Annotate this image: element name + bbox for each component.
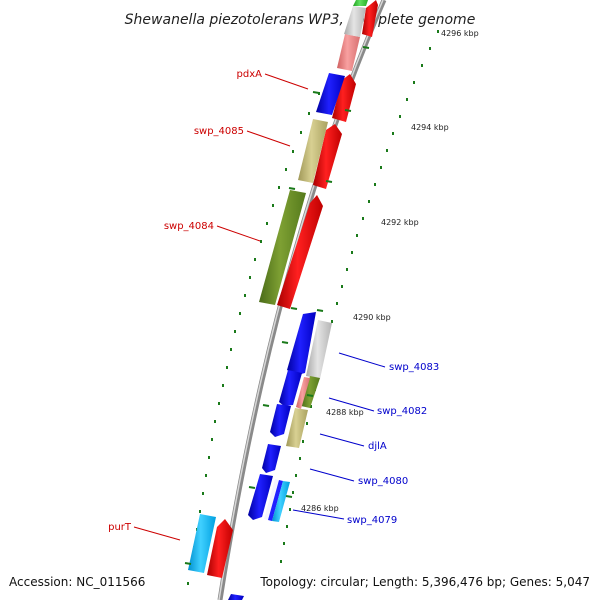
gene-djlA-blue[interactable] [270,404,291,437]
gene-bottom-blue[interactable] [228,594,244,600]
forward-strand-genes [207,0,378,578]
gene-label-swp_4080[interactable]: swp_4080 [358,476,408,487]
gene-swp_4084-olive[interactable] [259,190,306,305]
topology-text: Topology: circular; Length: 5,396,476 bp… [259,575,590,589]
gene-djlA-khaki[interactable] [286,408,308,448]
gene-purT-forward[interactable] [207,519,233,578]
gene-swp_4082-olive[interactable] [301,376,320,408]
kbp-label-4292: 4292 kbp [381,218,419,227]
gene-swp_4083-blue[interactable] [287,312,316,375]
gene-label-swp_4083[interactable]: swp_4083 [389,362,439,373]
kbp-label-4294: 4294 kbp [411,123,449,132]
kbp-label-4288: 4288 kbp [326,408,364,417]
gene-swp_4082-pink[interactable] [296,377,310,409]
cog-blocks [188,0,368,600]
gene-swp_4080-blue[interactable] [262,444,281,473]
gene-swp_4083-gray[interactable] [306,320,332,379]
gene-labels: pdxA swp_4085 swp_4084 swp_4083 swp_4082… [108,69,439,533]
gene-swp_4079-blue2[interactable] [268,480,283,521]
gene-label-pdxA[interactable]: pdxA [237,69,263,80]
gene-swp_4084-forward[interactable] [277,195,323,309]
gene-swp_4085-khaki[interactable] [298,119,328,183]
gene-swp_4085-forward[interactable] [313,124,342,189]
scale-tick-marks [184,46,370,565]
gene-label-djlA[interactable]: djlA [368,441,387,452]
gene-label-swp_4079[interactable]: swp_4079 [347,515,397,526]
accession-text: Accession: NC_011566 [9,575,145,589]
gene-label-purT[interactable]: purT [108,522,132,533]
label-leaders [133,73,386,541]
kbp-label-4290: 4290 kbp [353,313,391,322]
gene-label-swp_4085[interactable]: swp_4085 [194,126,244,137]
gene-pdxA-blue[interactable] [316,73,345,115]
gene-label-swp_4082[interactable]: swp_4082 [377,406,427,417]
gene-label-swp_4084[interactable]: swp_4084 [164,221,214,232]
gene-top-gray[interactable] [344,6,366,37]
gene-swp_4079-white[interactable] [264,479,279,520]
gene-top-green[interactable] [353,0,368,6]
map-title: Shewanella piezotolerans WP3, complete g… [125,12,476,28]
gene-top-forward[interactable] [362,0,378,37]
kbp-labels: 4296 kbp 4294 kbp 4292 kbp 4290 kbp 4288… [301,29,479,513]
kbp-label-4296: 4296 kbp [441,29,479,38]
gene-top-pink[interactable] [337,34,360,71]
gene-swp_4079-blue[interactable] [248,474,273,520]
gene-swp_4082-blue[interactable] [279,370,302,406]
kbp-label-4286: 4286 kbp [301,504,339,513]
gene-purT-cyan[interactable] [188,514,216,573]
gene-swp_4079-cyan[interactable] [272,481,290,522]
gene-pdxA-forward[interactable] [332,74,356,122]
